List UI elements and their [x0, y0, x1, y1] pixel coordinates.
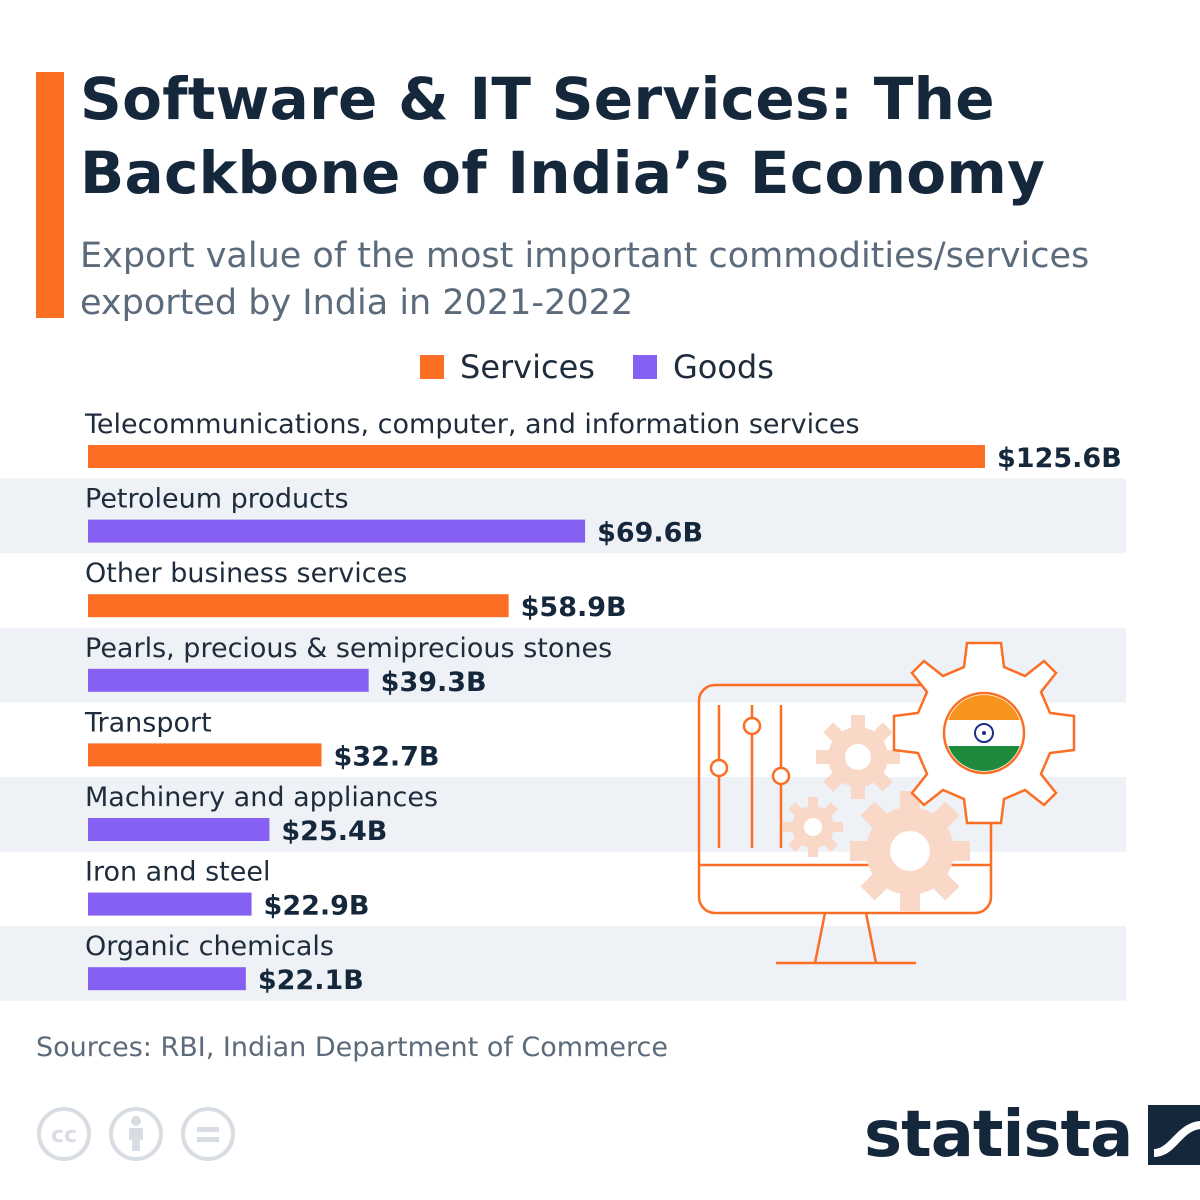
title-accent-bar [36, 72, 64, 318]
bar [88, 892, 252, 916]
bar [88, 668, 369, 692]
category-label: Telecommunications, computer, and inform… [84, 409, 860, 440]
bar [88, 967, 246, 991]
bar [88, 818, 270, 841]
value-label: $32.7B [334, 741, 440, 772]
category-label: Pearls, precious & semiprecious stones [85, 633, 612, 664]
bar [88, 445, 985, 468]
bar [88, 594, 509, 618]
svg-text:cc: cc [51, 1123, 77, 1148]
category-label: Organic chemicals [85, 931, 334, 962]
legend-label-services: Services [460, 348, 595, 386]
source-note: Sources: RBI, Indian Department of Comme… [36, 1032, 668, 1063]
category-label: Other business services [85, 558, 407, 589]
cc-icon: cc [37, 1107, 91, 1161]
bar-chart: Telecommunications, computer, and inform… [0, 409, 1126, 1001]
legend-item-services: Services [420, 348, 595, 386]
no-derivatives-icon [181, 1107, 235, 1161]
license-icons: cc [36, 1106, 252, 1162]
statista-wordmark: statista [864, 1098, 1133, 1172]
value-label: $58.9B [521, 592, 627, 623]
category-label: Transport [84, 707, 212, 738]
value-label: $22.1B [258, 965, 364, 996]
category-label: Petroleum products [85, 484, 349, 515]
bar [88, 743, 322, 767]
statista-logo: statista [864, 1098, 1200, 1172]
chart-title: Software & IT Services: The Backbone of … [80, 65, 1046, 207]
category-label: Machinery and appliances [85, 782, 438, 813]
legend-label-goods: Goods [672, 348, 774, 386]
statista-logo-mark-icon [1148, 1105, 1200, 1165]
value-label: $39.3B [381, 667, 487, 698]
chart-legend: Services Goods [420, 348, 812, 386]
value-label: $22.9B [264, 891, 370, 922]
chart-subtitle: Export value of the most important commo… [80, 236, 1090, 323]
value-label: $25.4B [281, 816, 387, 847]
value-label: $69.6B [597, 518, 703, 549]
category-label: Iron and steel [85, 857, 270, 888]
attribution-icon [109, 1107, 163, 1161]
bar [88, 519, 586, 543]
legend-swatch-goods [632, 355, 657, 379]
value-label: $125.6B [997, 443, 1122, 474]
legend-swatch-services [420, 355, 444, 379]
legend-item-goods: Goods [632, 348, 774, 386]
